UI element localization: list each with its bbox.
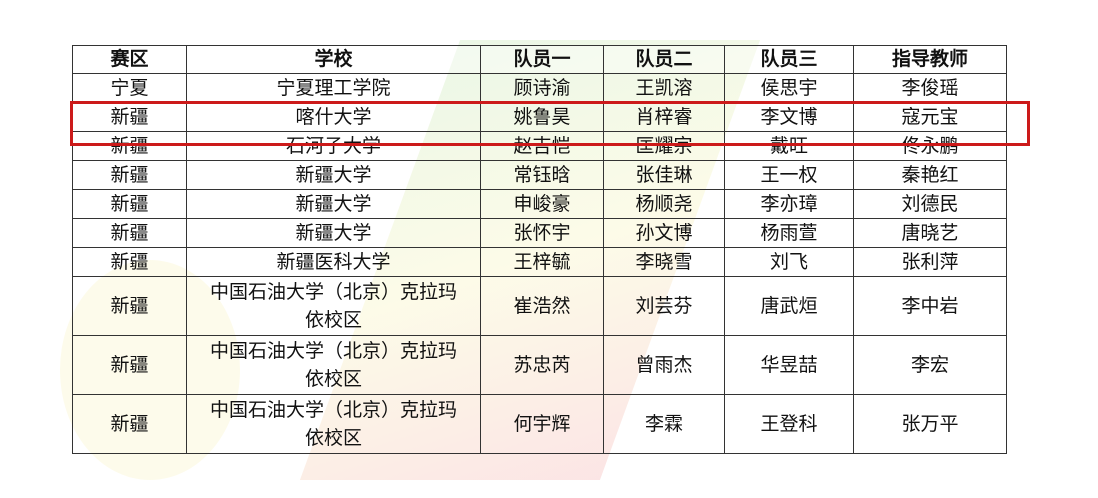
table-cell: 曾雨杰: [603, 335, 725, 395]
table-cell: 张怀宇: [480, 218, 604, 248]
table-cell: 孙文博: [603, 218, 725, 248]
table-cell: 中国石油大学（北京）克拉玛依校区: [186, 276, 481, 336]
header-row: 赛区 学校 队员一 队员二 队员三 指导教师: [72, 45, 1007, 74]
table-cell: 李中岩: [853, 276, 1007, 336]
header-cell: 队员一: [480, 45, 604, 74]
table-row: 新疆 新疆大学 申峻豪 杨顺尧 李亦璋 刘德民: [72, 189, 1007, 219]
table-cell: 张万平: [853, 394, 1007, 454]
table-cell: 新疆大学: [186, 189, 481, 219]
header-cell: 指导教师: [853, 45, 1007, 74]
table-cell: 新疆: [72, 218, 187, 248]
table-cell: 华昱喆: [724, 335, 854, 395]
table-cell: 中国石油大学（北京）克拉玛依校区: [186, 394, 481, 454]
table-cell: 唐武烜: [724, 276, 854, 336]
table-cell: 唐晓艺: [853, 218, 1007, 248]
table-cell: 常钰晗: [480, 160, 604, 190]
table-cell: 王凯溶: [603, 73, 725, 103]
table-row: 新疆 新疆大学 常钰晗 张佳琳 王一权 秦艳红: [72, 160, 1007, 190]
table-cell: 新疆: [72, 102, 187, 132]
header-cell: 学校: [186, 45, 481, 74]
table-cell: 王梓毓: [480, 247, 604, 277]
table-cell: 苏忠芮: [480, 335, 604, 395]
team-table: 赛区 学校 队员一 队员二 队员三 指导教师 宁夏 宁夏理工学院 顾诗渝 王凯溶 侯思宇…: [72, 45, 1007, 454]
header-cell: 队员三: [724, 45, 854, 74]
table-cell: 崔浩然: [480, 276, 604, 336]
table-cell: 杨雨萱: [724, 218, 854, 248]
table-cell: 刘芸芬: [603, 276, 725, 336]
table-row: 新疆 中国石油大学（北京）克拉玛依校区 苏忠芮 曾雨杰 华昱喆 李宏: [72, 335, 1007, 395]
table-cell: 李晓雪: [603, 247, 725, 277]
table-cell: 新疆: [72, 160, 187, 190]
table-cell: 申峻豪: [480, 189, 604, 219]
table-cell: 新疆大学: [186, 218, 481, 248]
highlight-box: [70, 101, 1030, 146]
header-cell: 赛区: [72, 45, 187, 74]
table-cell: 新疆: [72, 189, 187, 219]
table-row: 新疆 新疆医科大学 王梓毓 李晓雪 刘飞 张利萍: [72, 247, 1007, 277]
table-cell: 宁夏理工学院: [186, 73, 481, 103]
table-row: 新疆 中国石油大学（北京）克拉玛依校区 崔浩然 刘芸芬 唐武烜 李中岩: [72, 276, 1007, 336]
table-cell: 新疆: [72, 335, 187, 395]
table-cell: 李亦璋: [724, 189, 854, 219]
table-cell: 刘飞: [724, 247, 854, 277]
table-cell: 新疆: [72, 394, 187, 454]
table-cell: 张利萍: [853, 247, 1007, 277]
table-cell: 中国石油大学（北京）克拉玛依校区: [186, 335, 481, 395]
table-cell: 侯思宇: [724, 73, 854, 103]
table-cell: 李文博: [724, 102, 854, 132]
table-cell: 张佳琳: [603, 160, 725, 190]
table-cell: 新疆大学: [186, 160, 481, 190]
table-cell: 新疆医科大学: [186, 247, 481, 277]
table-cell: 顾诗渝: [480, 73, 604, 103]
table-cell: 新疆: [72, 247, 187, 277]
table-cell: 李霖: [603, 394, 725, 454]
table-row: 宁夏 宁夏理工学院 顾诗渝 王凯溶 侯思宇 李俊瑶: [72, 73, 1007, 103]
table-cell: 刘德民: [853, 189, 1007, 219]
table-cell: 李俊瑶: [853, 73, 1007, 103]
table-row: 新疆 中国石油大学（北京）克拉玛依校区 何宇辉 李霖 王登科 张万平: [72, 394, 1007, 454]
table-cell: 新疆: [72, 276, 187, 336]
table-cell: 宁夏: [72, 73, 187, 103]
table-cell: 杨顺尧: [603, 189, 725, 219]
table-cell: 王登科: [724, 394, 854, 454]
header-cell: 队员二: [603, 45, 725, 74]
table-cell: 秦艳红: [853, 160, 1007, 190]
table-cell: 佟永鹏: [853, 131, 1007, 161]
table-cell: 李宏: [853, 335, 1007, 395]
table-cell: 新疆: [72, 131, 187, 161]
table-cell: 石河子大学: [186, 131, 481, 161]
table-row: 新疆 石河子大学 赵吉恺 匡耀宗 戴旺 佟永鹏: [72, 131, 1007, 161]
table-row: 新疆 新疆大学 张怀宇 孙文博 杨雨萱 唐晓艺: [72, 218, 1007, 248]
table-cell: 何宇辉: [480, 394, 604, 454]
table-cell: 姚鲁昊: [480, 102, 604, 132]
table-cell: 王一权: [724, 160, 854, 190]
